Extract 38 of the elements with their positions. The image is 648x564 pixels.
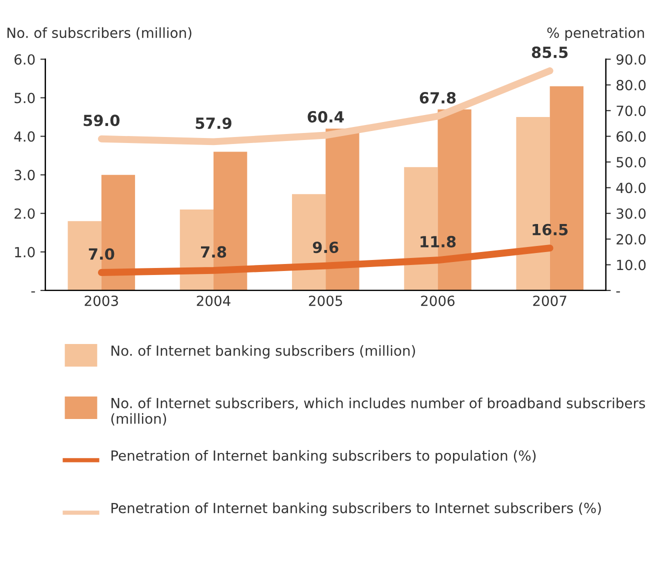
x-tick-label: 2007 [533,296,566,306]
y2-tick-label: - [616,291,620,292]
legend-label: No. of Internet subscribers, which includes number of broadband subscribers (million) [111,398,646,426]
y2-tick-label: 20.0 [616,234,646,245]
x-tick-label: 2005 [308,296,342,306]
x-tick-label: 2006 [421,296,455,306]
x-tick-label: 2003 [84,296,118,306]
y-tick-label: 5.0 [14,92,35,104]
y-axis-title: No. of subscribers (million) [7,27,192,40]
y-tick-label: - [31,291,35,292]
data-label: 7.0 [88,248,114,260]
y-tick-label: 1.0 [15,246,35,258]
y2-tick-label: 70.0 [616,106,646,116]
data-label: 16.5 [532,224,568,236]
x-tick-label: 2004 [196,296,230,306]
data-label: 60.4 [308,111,344,123]
y2-tick-label: 50.0 [616,156,646,168]
legend-label: No. of Internet banking subscribers (million) [112,345,415,359]
y2-tick-label: 60.0 [616,131,646,142]
data-label: 9.6 [312,242,338,254]
y-tick-label: 3.0 [14,170,35,180]
data-label: 85.5 [532,46,568,58]
y2-tick-label: 90.0 [616,54,646,65]
y2-tick-label: 40.0 [616,182,646,194]
y2-axis-title: % penetration [547,27,644,41]
data-label: 67.8 [420,92,456,104]
data-label: 57.9 [196,117,232,130]
legend-label: Penetration of Internet banking subscribers to Internet subscribers (%) [112,502,601,516]
y2-tick-label: 30.0 [616,208,646,219]
legend-label: Penetration of Internet banking subscribers to population (%) [112,450,536,464]
data-label: 59.0 [84,114,120,126]
y-tick-label: 6.0 [14,54,35,65]
y2-tick-label: 10.0 [617,260,646,270]
data-label: 11.8 [420,236,456,248]
y2-tick-label: 80.0 [616,80,646,90]
y-tick-label: 4.0 [14,131,35,142]
y-tick-label: 2.0 [14,208,35,219]
data-label: 7.8 [201,246,226,258]
